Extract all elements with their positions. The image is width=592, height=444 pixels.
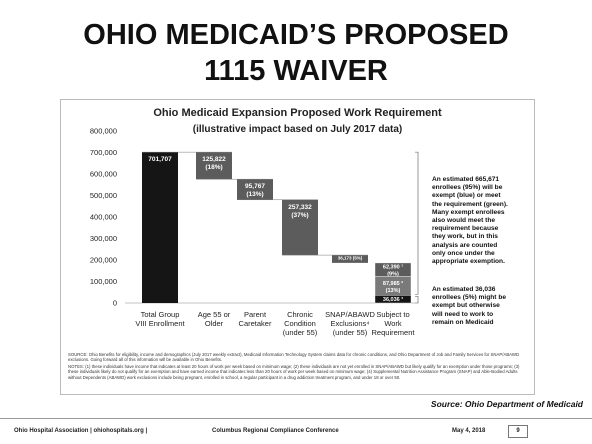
y-tick-label: 700,000: [90, 148, 117, 157]
bar-segment: [374, 262, 412, 277]
x-tick-label: Chronic Condition (under 55): [282, 310, 318, 337]
chart-subtitle: (illustrative impact based on July 2017 …: [192, 124, 403, 135]
footer-left: Ohio Hospital Association | ohiohospital…: [14, 428, 148, 434]
bar: [282, 199, 318, 256]
x-tick-label: Age 55 or Older: [197, 310, 231, 328]
source-note: SOURCE: Ohio Benefits for eligibility, i…: [68, 352, 520, 363]
pct-label: (9%): [387, 272, 399, 278]
notes: NOTES: (1) these individuals have income…: [68, 364, 520, 380]
bar: [237, 179, 273, 200]
value-label: 257,332: [288, 204, 312, 211]
y-tick-label: 400,000: [90, 213, 117, 222]
pct-label: (37%): [291, 212, 308, 219]
chart-title: Ohio Medicaid Expansion Proposed Work Re…: [153, 107, 442, 119]
y-tick-label: 0: [113, 299, 117, 308]
bar: [332, 255, 368, 263]
chart-frame: [60, 99, 535, 395]
footer-date: May 4, 2018: [452, 428, 486, 434]
annotation: An estimated 665,671 enrollees (95%) wil…: [432, 176, 508, 266]
x-tick-label: Total Group VIII Enrollment: [135, 310, 185, 328]
y-tick-label: 200,000: [90, 256, 117, 265]
annotation: An estimated 36,036 enrollees (5%) might…: [432, 286, 507, 326]
value-label: 36,173 (5%): [338, 256, 363, 261]
slide-title: OHIO MEDICAID’S PROPOSED: [83, 19, 509, 51]
footer-center: Columbus Regional Compliance Conference: [212, 428, 339, 434]
y-tick-label: 600,000: [90, 170, 117, 179]
bracket: [415, 295, 419, 304]
y-tick-label: 300,000: [90, 234, 117, 243]
value-label: 62,390 ¹: [383, 264, 403, 271]
y-tick-label: 100,000: [90, 277, 117, 286]
x-tick-label: SNAP/ABAWD Exclusions⁴ (under 55): [325, 310, 375, 337]
y-tick-label: 800,000: [90, 127, 117, 136]
bracket: [415, 151, 419, 295]
y-tick-label: 500,000: [90, 191, 117, 200]
value-label: 87,985 ²: [383, 280, 403, 287]
bar: [142, 152, 178, 303]
value-label: 95,767: [245, 183, 265, 190]
pct-label: (18%): [205, 164, 222, 171]
pct-label: (13%): [246, 191, 263, 198]
x-tick-label: Subject to Work Requirement: [371, 310, 415, 337]
value-label: 701,707: [148, 156, 172, 163]
value-label: 125,822: [202, 156, 226, 163]
source: Source: Ohio Department of Medicaid: [430, 399, 583, 409]
value-label: 36,036 ³: [383, 296, 403, 303]
slide-title: 1115 WAIVER: [204, 55, 388, 87]
footer-rule: [0, 418, 592, 419]
page-number: 9: [508, 425, 528, 438]
pct-label: (13%): [386, 288, 401, 294]
x-tick-label: Parent Caretaker: [238, 310, 272, 328]
bar: [196, 152, 232, 180]
